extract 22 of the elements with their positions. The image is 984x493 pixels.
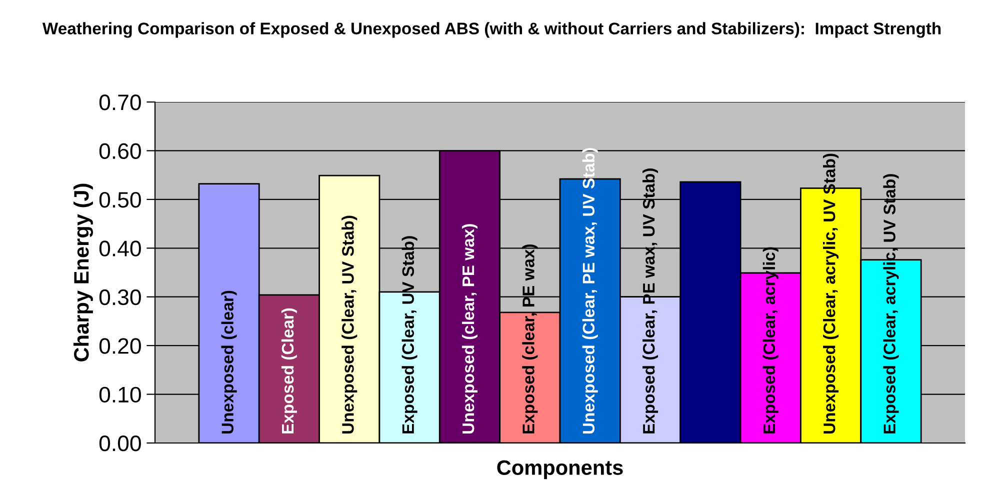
x-tick-label: Unexposed (Clear, UV Stab)	[342, 216, 358, 434]
y-tick-label: 0.70	[99, 94, 141, 110]
chart-title: Weathering Comparison of Exposed & Unexposed ABS (with & without Carriers and Stabilizers): Impact Strength	[42, 22, 941, 38]
y-axis-title: Charpy Energy (J)	[73, 184, 94, 362]
y-tick-label: 0.60	[99, 143, 141, 159]
x-tick-label: Exposed (clear, PE wax)	[522, 244, 538, 434]
x-tick-label: Exposed (Clear, PE wax, UV Stab)	[642, 168, 658, 434]
y-tick-label: 0.30	[99, 289, 141, 306]
x-tick-label: Exposed (Clear, acrylic, UV Stab)	[883, 174, 899, 434]
x-tick-label: Unexposed (clear)	[221, 290, 237, 434]
y-tick-label: 0.20	[99, 338, 141, 354]
y-tick-label: 0.00	[99, 436, 141, 452]
y-tick-label: 0.10	[99, 386, 141, 403]
x-tick-label: Unexposed (Clear, PE wax, UV Stab)	[582, 148, 598, 434]
y-tick-label: 0.40	[99, 240, 141, 256]
x-axis-title: Components	[497, 460, 623, 480]
x-tick-label: Exposed (Clear, acrylic)	[762, 247, 778, 434]
y-tick-label: 0.50	[99, 192, 141, 208]
x-tick-label: Exposed (Clear)	[281, 308, 297, 434]
x-tick-label: Exposed (Clear, UV Stab)	[402, 236, 418, 434]
x-tick-label: Unexposed (clear, PE wax)	[462, 224, 478, 434]
x-tick-label: Unexposed (Clear, acrylic, UV Stab)	[823, 154, 839, 434]
